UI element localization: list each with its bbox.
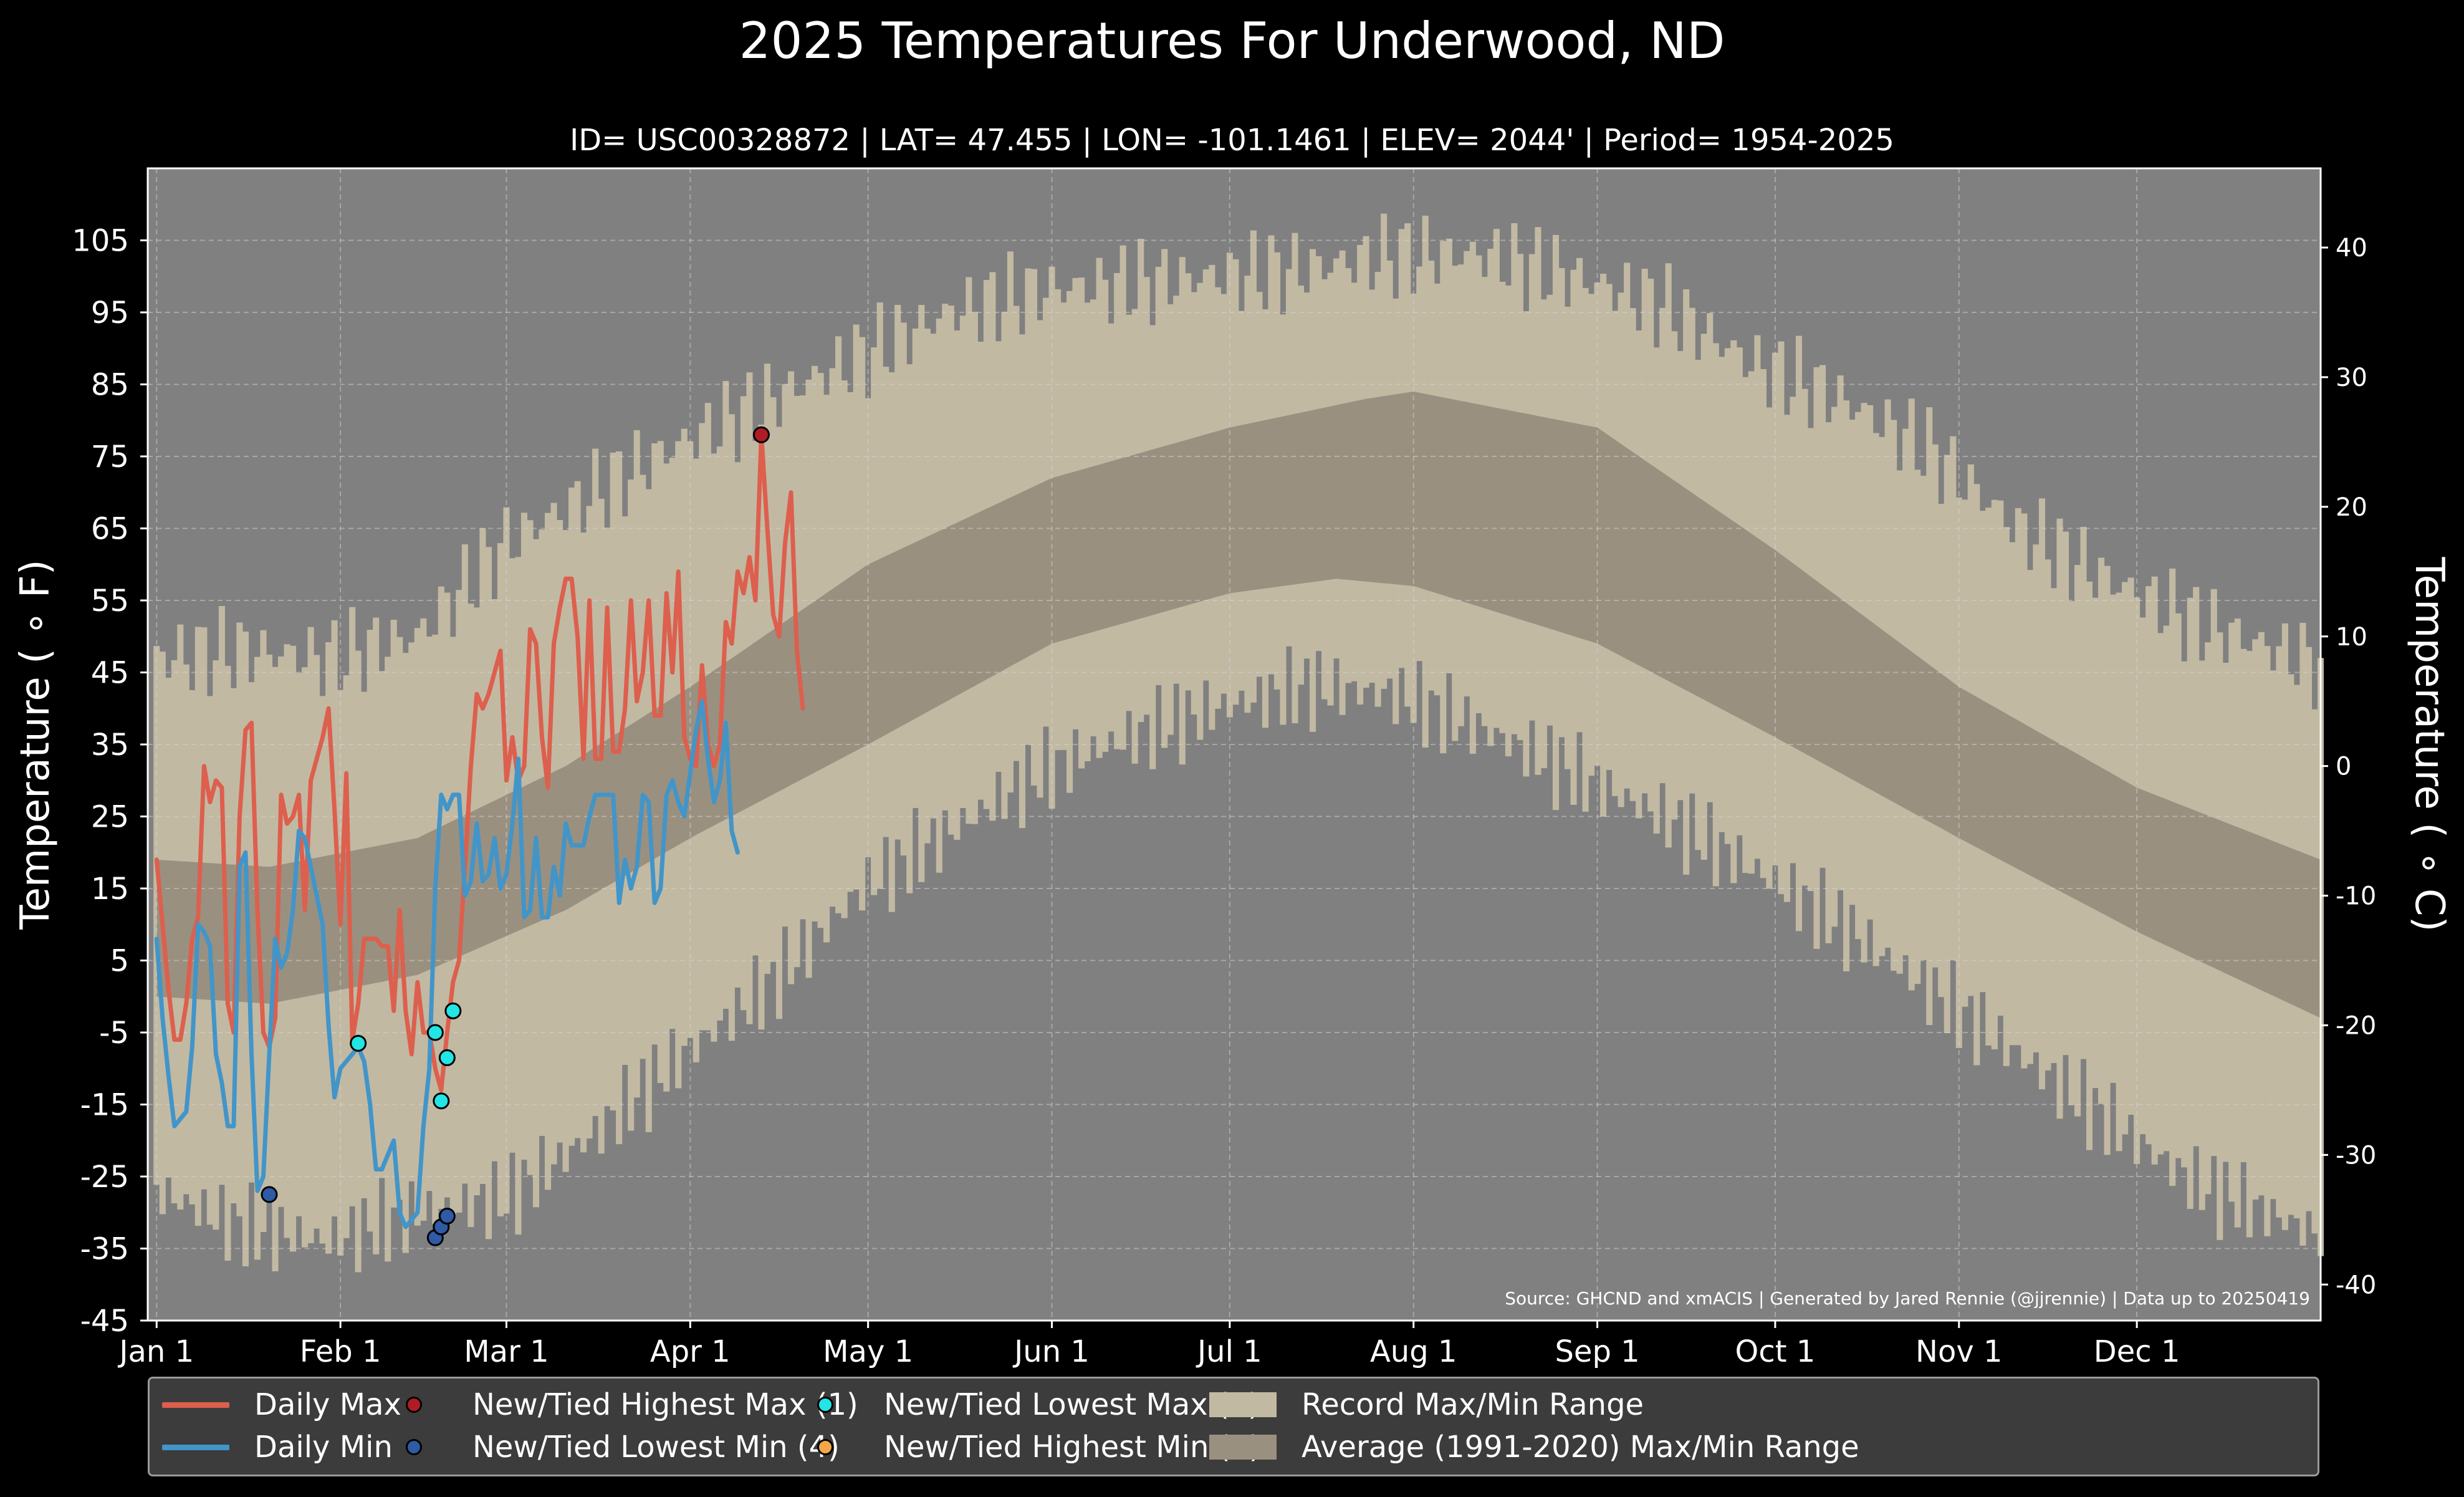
y-tick-label-right: -40 <box>2336 1271 2376 1299</box>
y-axis-label-left: Temperature ( ∘ F) <box>12 559 59 930</box>
normal-range-band <box>156 392 2321 1018</box>
y-tick-label-right: 0 <box>2336 753 2351 781</box>
y-tick-label-right: 20 <box>2336 493 2367 522</box>
daily-max-line <box>154 432 805 1092</box>
marker-low-max <box>433 1092 450 1110</box>
chart-subtitle: ID= USC00328872 | LAT= 47.455 | LON= -10… <box>570 123 1894 158</box>
y-tick-label-right: 10 <box>2336 623 2367 652</box>
legend-label: New/Tied Lowest Min (4) <box>472 1430 840 1465</box>
legend-item: Average (1991-2020) Max/Min Range <box>1209 1428 1859 1466</box>
legend-item: Daily Max <box>162 1386 401 1423</box>
legend-label: Daily Max <box>254 1387 401 1422</box>
y-tick-label-right: -20 <box>2336 1011 2376 1040</box>
x-tick-label: Mar 1 <box>464 1334 549 1369</box>
legend-item: Daily Min <box>162 1428 393 1466</box>
x-tick-label: May 1 <box>823 1334 913 1369</box>
record-range-bar <box>153 646 160 1185</box>
y-tick-label-left: 95 <box>91 296 129 330</box>
y-tick-label-left: 45 <box>91 656 129 691</box>
marker-low-min <box>261 1186 278 1203</box>
x-tick-label: Feb 1 <box>300 1334 381 1369</box>
x-tick-label: Jan 1 <box>117 1334 194 1369</box>
marker-low-max <box>350 1034 367 1052</box>
y-tick-label-left: 85 <box>91 368 129 403</box>
marker-low-max <box>438 1049 456 1066</box>
grid-lines <box>148 168 2321 1321</box>
y-tick-label-left: 65 <box>91 512 129 547</box>
y-tick-label-left: 55 <box>91 584 129 619</box>
y-tick-label-left: 15 <box>91 872 129 907</box>
y-tick-label-left: -15 <box>80 1088 129 1123</box>
x-tick-label: Nov 1 <box>1915 1334 2002 1369</box>
y-tick-label-left: -45 <box>80 1304 129 1339</box>
y-tick-label-left: 75 <box>91 440 129 474</box>
legend-label: New/Tied Highest Min (0) <box>884 1430 1261 1465</box>
marker-low-min <box>438 1208 456 1225</box>
chart-legend: Daily Max Daily Min New/Tied Highest Max (… <box>148 1377 2319 1476</box>
record-markers <box>261 426 770 1246</box>
legend-item: New/Tied Highest Max (1) <box>380 1386 858 1423</box>
marker-low-max <box>444 1002 462 1019</box>
legend-swatch <box>162 1444 229 1450</box>
x-tick-label: Jul 1 <box>1196 1334 1262 1369</box>
legend-label: Average (1991-2020) Max/Min Range <box>1302 1430 1859 1465</box>
x-tick-label: Jun 1 <box>1012 1334 1090 1369</box>
y-tick-label-right: 40 <box>2336 234 2367 262</box>
y-tick-label-left: 5 <box>110 944 129 979</box>
legend-swatch <box>817 1439 833 1455</box>
y-tick-label-left: -35 <box>80 1232 129 1267</box>
legend-item: Record Max/Min Range <box>1209 1386 1644 1423</box>
legend-item: New/Tied Lowest Max (5) <box>792 1386 1260 1423</box>
legend-label: Record Max/Min Range <box>1302 1387 1644 1422</box>
marker-low-max <box>426 1024 444 1041</box>
x-tick-label: Dec 1 <box>2094 1334 2180 1369</box>
y-tick-label-left: 105 <box>72 224 129 259</box>
y-tick-label-left: -25 <box>80 1160 129 1195</box>
daily-min-line <box>154 699 740 1230</box>
legend-label: New/Tied Highest Max (1) <box>472 1387 858 1422</box>
x-tick-label: Aug 1 <box>1370 1334 1457 1369</box>
legend-label: Daily Min <box>254 1430 393 1465</box>
legend-item: New/Tied Highest Min (0) <box>792 1428 1261 1466</box>
legend-swatch <box>162 1402 229 1408</box>
y-tick-label-right: 30 <box>2336 363 2367 392</box>
y-tick-label-right: -30 <box>2336 1141 2376 1170</box>
y-tick-label-left: -5 <box>99 1016 129 1051</box>
x-tick-label: Oct 1 <box>1735 1334 1816 1369</box>
x-tick-label: Apr 1 <box>650 1334 731 1369</box>
legend-swatch <box>1209 1435 1277 1460</box>
legend-swatch <box>817 1397 833 1413</box>
legend-swatch <box>1209 1392 1277 1417</box>
y-axis-label-right: Temperature ( ∘ C) <box>2406 556 2452 931</box>
y-tick-label-right: -10 <box>2336 882 2376 911</box>
legend-label: New/Tied Lowest Max (5) <box>884 1387 1260 1422</box>
axis-ticks: Jan 1 Feb 1 Mar 1 Apr 1 May 1 Jun 1 Jul 1 Aug 1… <box>72 224 2376 1370</box>
marker-high-max <box>752 426 770 443</box>
y-tick-label-left: 35 <box>91 728 129 763</box>
chart-title: 2025 Temperatures For Underwood, ND <box>739 12 1725 70</box>
legend-swatch <box>406 1439 422 1455</box>
source-note: Source: GHCND and xmACIS | Generated by … <box>1505 1288 2310 1309</box>
legend-swatch <box>406 1397 422 1413</box>
legend-item: New/Tied Lowest Min (4) <box>380 1428 840 1466</box>
x-tick-label: Sep 1 <box>1555 1334 1639 1369</box>
y-tick-label-left: 25 <box>91 800 129 835</box>
